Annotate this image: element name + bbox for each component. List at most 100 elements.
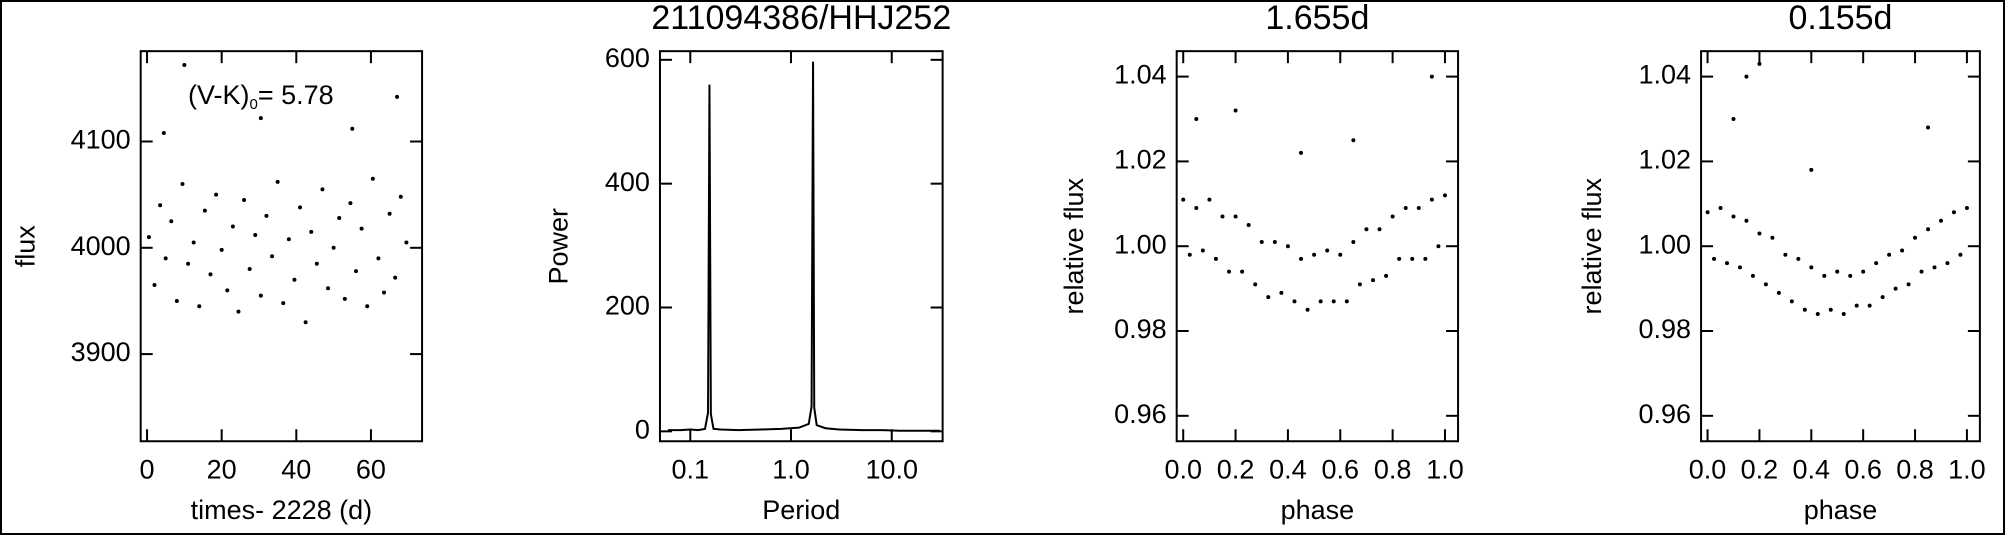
data-point — [382, 290, 387, 295]
data-point — [359, 226, 364, 231]
data-point — [1938, 218, 1943, 223]
data-point — [1737, 265, 1742, 270]
data-point — [1259, 239, 1264, 244]
x-tick-label: 40 — [281, 454, 311, 484]
y-tick-label: 1.04 — [1639, 60, 1692, 90]
data-point — [1285, 244, 1290, 249]
data-point — [303, 320, 308, 325]
x-tick-label: 1.0 — [1426, 454, 1464, 484]
data-point — [158, 203, 163, 208]
data-point — [169, 219, 174, 224]
data-point — [247, 267, 252, 272]
data-point — [1926, 125, 1931, 130]
y-axis-label: relative flux — [1577, 177, 1607, 314]
data-point — [298, 205, 303, 210]
data-point — [1429, 74, 1434, 79]
data-point — [1233, 214, 1238, 219]
y-tick-label: 0.98 — [1639, 314, 1692, 344]
x-tick-label: 0 — [140, 454, 155, 484]
data-point — [1744, 218, 1749, 223]
data-point — [1403, 206, 1408, 211]
x-tick-label: 60 — [356, 454, 386, 484]
data-point — [1279, 290, 1284, 295]
data-point — [1809, 265, 1814, 270]
x-tick-label: 0.8 — [1374, 454, 1412, 484]
data-point — [1240, 269, 1245, 274]
data-point — [242, 197, 247, 202]
y-tick-label: 1.00 — [1639, 229, 1692, 259]
panel-title: 0.155d — [1788, 0, 1892, 37]
y-tick-label: 200 — [605, 291, 650, 321]
y-tick-label: 0.96 — [1639, 399, 1692, 429]
y-tick-label: 3900 — [71, 337, 131, 367]
data-point — [1958, 252, 1963, 257]
data-point — [1253, 282, 1258, 287]
x-tick-label: 1.0 — [1948, 454, 1986, 484]
data-point — [1377, 227, 1382, 232]
data-point — [1841, 312, 1846, 317]
data-point — [1880, 295, 1885, 300]
data-point — [1325, 248, 1330, 253]
y-tick-label: 0.98 — [1114, 314, 1167, 344]
data-point — [365, 304, 370, 309]
data-point — [1835, 269, 1840, 274]
data-point — [1705, 210, 1710, 215]
data-point — [1227, 269, 1232, 274]
data-point — [370, 176, 375, 181]
data-point — [1815, 312, 1820, 317]
data-point — [1390, 214, 1395, 219]
data-point — [1187, 252, 1192, 257]
data-point — [393, 275, 398, 280]
data-point — [1964, 206, 1969, 211]
data-point — [1789, 299, 1794, 304]
data-point — [395, 94, 400, 99]
x-tick-label: 0.1 — [672, 454, 710, 484]
data-point — [219, 247, 224, 252]
data-point — [1828, 307, 1833, 312]
data-point — [337, 216, 342, 221]
annotation-part: 0 — [250, 97, 258, 114]
data-point — [225, 288, 230, 293]
data-point — [1305, 307, 1310, 312]
x-axis-label: Period — [762, 495, 840, 525]
data-point — [404, 240, 409, 245]
data-point — [1213, 256, 1218, 261]
x-tick-label: 0.6 — [1844, 454, 1882, 484]
data-point — [202, 208, 207, 213]
annotation-part: = 5.78 — [258, 80, 334, 110]
x-tick-label: 0.0 — [1689, 454, 1727, 484]
x-tick-label: 0.8 — [1896, 454, 1934, 484]
data-point — [258, 116, 263, 121]
data-point — [281, 301, 286, 306]
y-tick-label: 4100 — [71, 125, 131, 155]
data-point — [1757, 231, 1762, 236]
data-point — [350, 126, 355, 131]
data-point — [253, 233, 258, 238]
data-point — [1299, 256, 1304, 261]
data-point — [1207, 197, 1212, 202]
data-point — [1338, 252, 1343, 257]
y-tick-label: 4000 — [71, 231, 131, 261]
data-point — [1951, 210, 1956, 215]
data-point — [163, 256, 168, 261]
data-point — [197, 304, 202, 309]
data-point — [1416, 206, 1421, 211]
y-tick-label: 1.02 — [1639, 145, 1692, 175]
data-point — [1750, 273, 1755, 278]
x-tick-label: 20 — [207, 454, 237, 484]
data-point — [208, 272, 213, 277]
x-tick-label: 1.0 — [772, 454, 810, 484]
data-point — [182, 62, 187, 67]
y-tick-label: 400 — [605, 167, 650, 197]
data-point — [292, 277, 297, 282]
data-point — [398, 194, 403, 199]
data-point — [1246, 223, 1251, 228]
data-point — [1220, 214, 1225, 219]
y-tick-label: 1.04 — [1114, 60, 1167, 90]
data-point — [236, 309, 241, 314]
data-point — [1718, 206, 1723, 211]
x-tick-label: 0.0 — [1164, 454, 1202, 484]
data-point — [1351, 138, 1356, 143]
